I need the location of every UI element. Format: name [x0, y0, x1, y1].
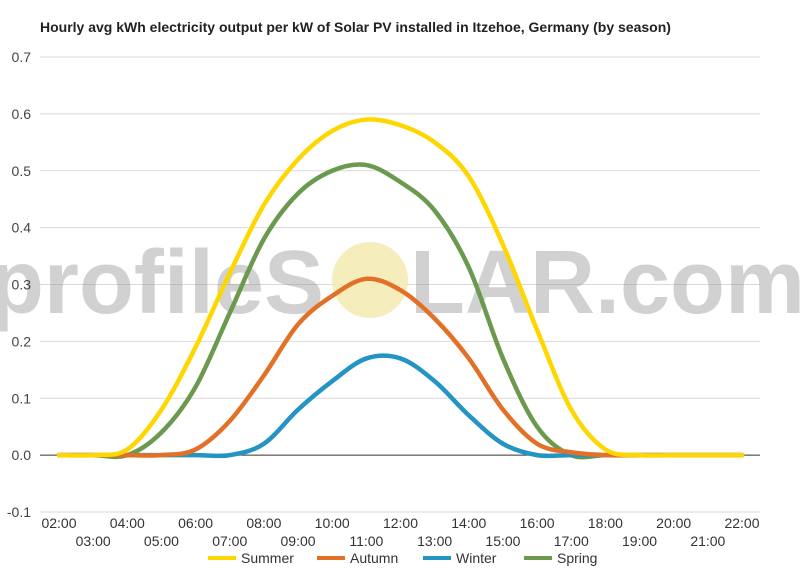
- legend-label-spring: Spring: [557, 550, 597, 566]
- x-tick-label: 18:00: [588, 515, 623, 531]
- chart-title: Hourly avg kWh electricity output per kW…: [40, 19, 671, 35]
- y-tick-label: 0.3: [12, 277, 32, 293]
- y-tick-label: 0.5: [12, 163, 32, 179]
- x-tick-label: 12:00: [383, 515, 418, 531]
- y-tick-label: 0.2: [12, 333, 32, 349]
- y-tick-label: 0.6: [12, 106, 32, 122]
- x-tick-label: 20:00: [656, 515, 691, 531]
- y-tick-label: 0.0: [12, 447, 32, 463]
- x-tick-label: 09:00: [281, 533, 316, 549]
- legend-label-autumn: Autumn: [350, 550, 398, 566]
- x-tick-label: 22:00: [724, 515, 759, 531]
- x-tick-label: 06:00: [178, 515, 213, 531]
- watermark: profileS LAR.com: [0, 233, 800, 333]
- x-tick-label: 16:00: [520, 515, 555, 531]
- watermark-text-right: LAR.com: [410, 233, 800, 333]
- legend-label-summer: Summer: [241, 550, 294, 566]
- watermark-text-left: profileS: [0, 233, 324, 333]
- series-line-summer: [56, 117, 745, 458]
- y-tick-label: 0.7: [12, 49, 32, 65]
- y-tick-label: -0.1: [7, 504, 31, 520]
- y-axis: -0.1 0.0 0.1 0.2 0.3 0.4 0.5 0.6 0.7: [7, 49, 31, 520]
- x-tick-label: 19:00: [622, 533, 657, 549]
- x-tick-label: 11:00: [349, 533, 383, 549]
- x-tick-label: 21:00: [690, 533, 725, 549]
- x-tick-label: 15:00: [485, 533, 520, 549]
- x-tick-label: 03:00: [76, 533, 111, 549]
- x-tick-label: 13:00: [417, 533, 452, 549]
- x-tick-label: 17:00: [554, 533, 589, 549]
- y-tick-label: 0.4: [12, 220, 32, 236]
- x-tick-label: 04:00: [110, 515, 145, 531]
- legend-label-winter: Winter: [456, 550, 497, 566]
- x-tick-label: 08:00: [246, 515, 281, 531]
- legend: Summer Autumn Winter Spring: [208, 550, 597, 566]
- x-tick-label: 02:00: [41, 515, 76, 531]
- series-lines: [56, 117, 745, 460]
- x-tick-label: 05:00: [144, 533, 179, 549]
- y-tick-label: 0.1: [12, 390, 32, 406]
- x-tick-label: 14:00: [451, 515, 486, 531]
- x-tick-label: 07:00: [212, 533, 247, 549]
- x-tick-label: 10:00: [315, 515, 350, 531]
